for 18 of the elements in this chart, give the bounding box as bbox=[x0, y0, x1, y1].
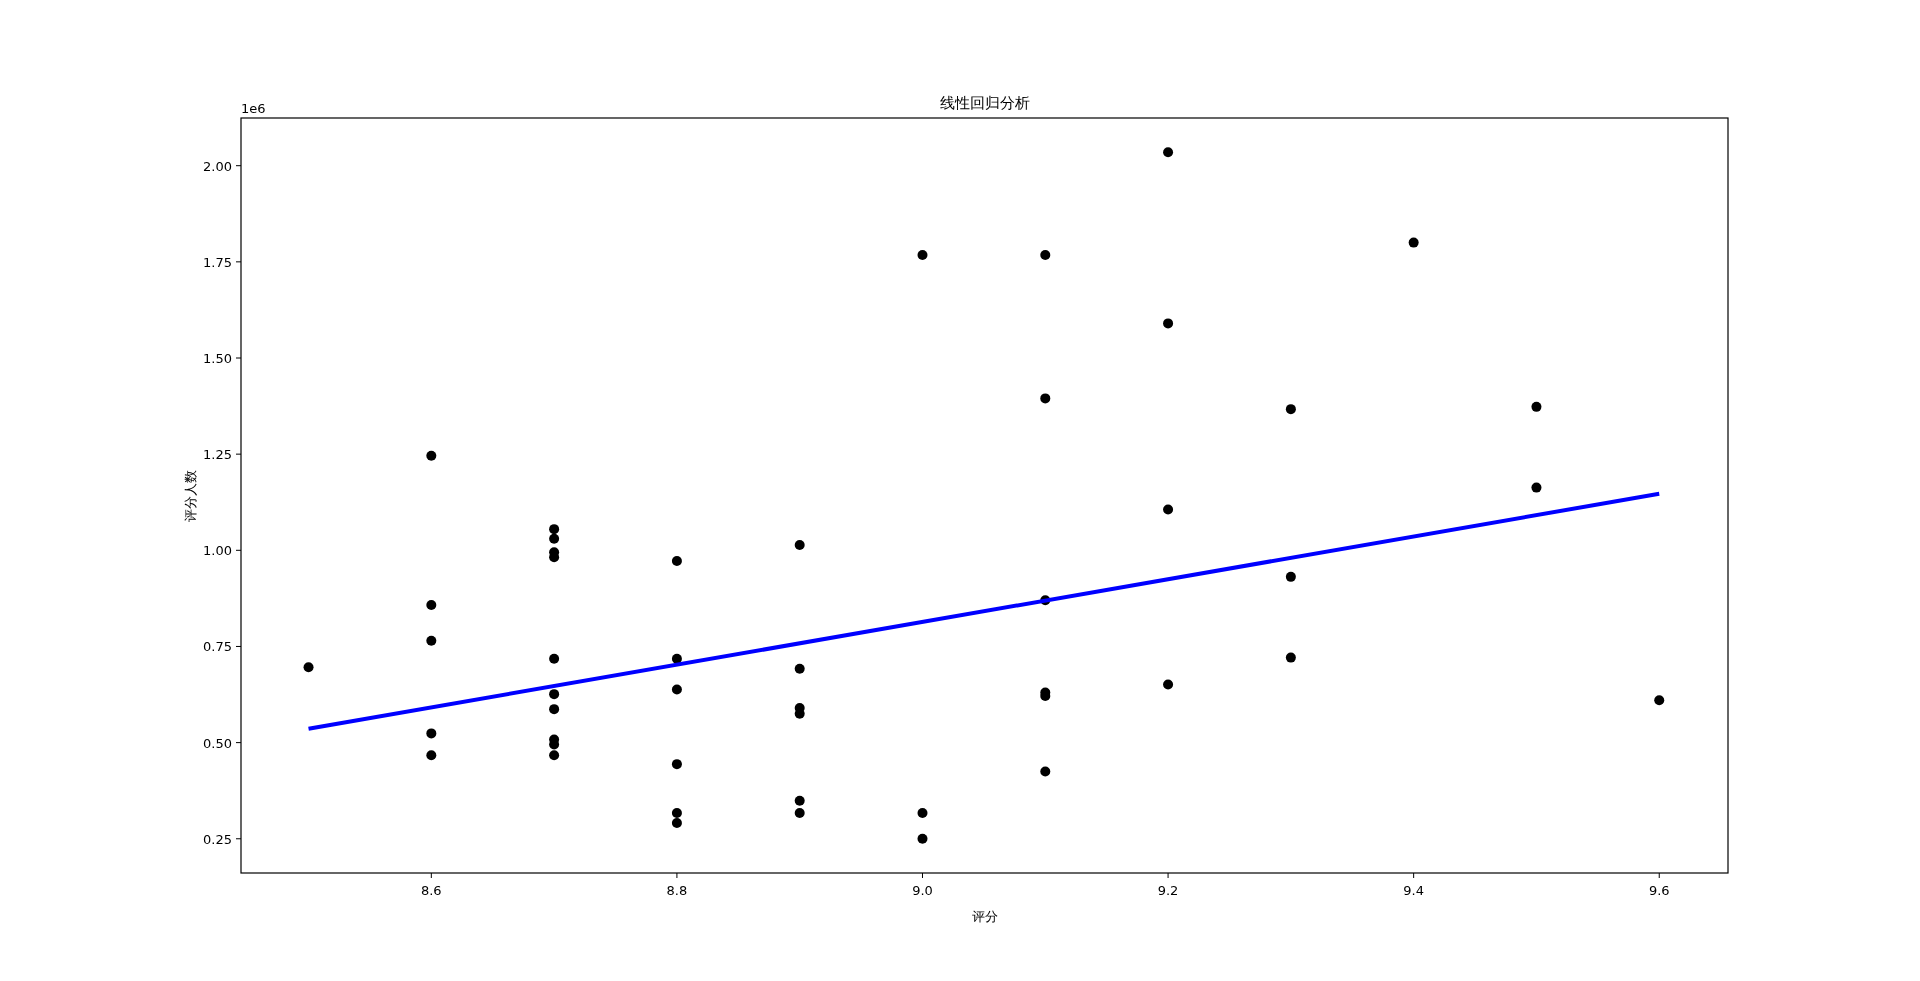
x-tick-label: 8.8 bbox=[666, 883, 688, 898]
y-tick-label: 2.00 bbox=[203, 158, 232, 174]
x-tick-label: 9.6 bbox=[1648, 883, 1670, 898]
x-axis-title: 评分 bbox=[971, 909, 998, 924]
x-tick-label: 9.2 bbox=[1157, 883, 1179, 898]
y-tick-label: 0.50 bbox=[203, 735, 232, 751]
x-tick-label: 9.4 bbox=[1403, 883, 1424, 898]
y-tick-label: 1.25 bbox=[203, 447, 232, 463]
x-tick-label: 8.6 bbox=[420, 883, 442, 898]
y-tick-label: 0.75 bbox=[203, 639, 232, 655]
x-tick-label: 9.0 bbox=[912, 883, 933, 898]
y-tick-label: 1.00 bbox=[203, 543, 232, 559]
y-axis-title: 评分人数 bbox=[183, 469, 198, 522]
text: 1e6 bbox=[241, 101, 266, 116]
y-tick-label: 1.50 bbox=[203, 351, 232, 366]
y-tick-label: 1.75 bbox=[203, 254, 232, 270]
y-tick-label: 0.25 bbox=[203, 831, 232, 847]
chart-title: 线性回归分析 bbox=[939, 94, 1030, 112]
